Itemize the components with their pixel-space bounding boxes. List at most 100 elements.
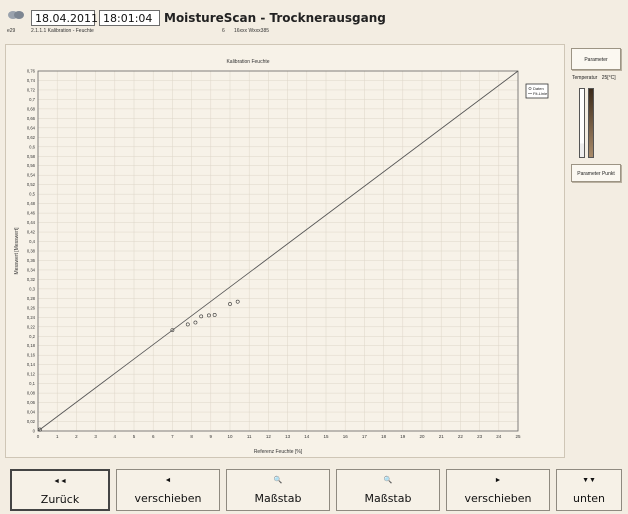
x-tick-label: 2 [75,434,78,439]
chart-panel: Kalibration Feuchte 0 1 2 3 4 5 6 7 8 9 10 11 12 13 14… [5,44,565,458]
x-tick-label: 23 [477,434,483,439]
button-bar: ◄◄ Zurück ◄ verschieben 🔍 Maßstab 🔍 Maßs… [0,462,628,514]
y-tick-label: 0,6 [29,144,35,149]
temperature-label: Temperatur 25[°C] [572,75,616,81]
data-point [212,313,217,317]
data-point [170,328,175,333]
x-tick-label: 21 [439,434,445,439]
x-tick-label: 5 [133,434,136,439]
shift-right-button[interactable]: ► verschieben [446,469,550,511]
x-axis: 0 1 2 3 4 5 6 7 8 9 10 11 12 13 14 15 16 17 18 19 20 21 22 23 24… [37,434,521,439]
y-tick-label: 0,7 [29,97,35,102]
y-tick-label: 0,02 [27,419,36,424]
y-tick-label: 0,64 [27,125,36,130]
y-tick-label: 0,58 [27,154,36,159]
y-tick-label: 0,54 [27,173,36,178]
x-tick-label: 1 [56,434,59,439]
x-tick-label: 0 [37,434,40,439]
parameter-point-button[interactable]: Parameter Punkt [571,164,621,182]
x-tick-label: 8 [190,434,193,439]
y-tick-label: 0,08 [27,391,36,396]
y-tick-label: 0,62 [27,135,36,140]
y-tick-label: 0 [33,429,36,434]
x-tick-label: 22 [458,434,464,439]
x-tick-label: 20 [419,434,425,439]
y-tick-label: 0,24 [27,315,36,320]
y-tick-label: 0,56 [27,163,36,168]
logo-icon [8,11,24,19]
back-icon: ◄◄ [53,478,67,485]
x-axis-label: Referenz Feuchte [%] [254,449,303,455]
y-tick-label: 0,2 [29,334,35,339]
legend-item-data: Daten [533,86,544,91]
parameter-button[interactable]: Parameter [571,48,621,70]
y-tick-label: 0,76 [27,69,36,74]
y-tick-label: 0,5 [29,192,35,197]
y-tick-label: 0,36 [27,258,36,263]
temperature-bar-right [588,88,594,158]
date-field[interactable]: 18.04.2011 [31,10,98,26]
chart[interactable]: Kalibration Feuchte 0 1 2 3 4 5 6 7 8 9 10 11 12 13 14… [6,45,564,457]
x-tick-label: 18 [381,434,387,439]
temperature-value: 25[°C] [601,75,616,81]
chart-grid [37,70,519,432]
y-tick-label: 0,74 [27,78,36,83]
x-tick-label: 6 [152,434,155,439]
scale-button-2[interactable]: 🔍 Maßstab [336,469,440,511]
data-point [185,322,190,327]
header-bar: 18.04.2011 18:01:04 MoistureScan - Trock… [0,0,628,44]
zoom-icon: 🔍 [273,477,283,484]
x-tick-label: 16 [343,434,349,439]
data-point [228,302,232,306]
x-tick-label: 24 [496,434,502,439]
arrow-right-icon: ► [494,477,502,484]
sub-label-num: 6 [222,28,225,34]
x-tick-label: 4 [114,434,117,439]
x-tick-label: 19 [400,434,406,439]
side-panel: Parameter Temperatur 25[°C] Parameter Pu… [567,44,625,458]
down-button[interactable]: ▼▼ unten [556,469,622,511]
chart-series [37,70,519,432]
y-tick-label: 0,4 [29,239,35,244]
y-tick-label: 0,16 [27,353,36,358]
fit-line [37,70,519,432]
time-field[interactable]: 18:01:04 [99,10,160,26]
x-tick-label: 15 [323,434,329,439]
scale-button-2-label: Maßstab [364,492,412,505]
arrow-left-icon: ◄ [164,477,172,484]
scale-button-1-label: Maßstab [254,492,302,505]
down-icon: ▼▼ [582,477,596,484]
temperature-bar-left [579,88,585,158]
shift-left-button[interactable]: ◄ verschieben [116,469,220,511]
y-tick-label: 0,42 [27,230,36,235]
chart-legend: Daten Fit-Linie [525,83,549,99]
x-tick-label: 11 [247,434,252,439]
x-tick-label: 10 [227,434,233,439]
plot-area [37,70,519,432]
y-tick-label: 0,38 [27,249,36,254]
y-tick-label: 0,12 [27,372,36,377]
shift-right-button-label: verschieben [464,492,532,505]
back-button[interactable]: ◄◄ Zurück [10,469,110,511]
y-tick-label: 0,3 [29,286,35,291]
temperature-title: Temperatur [572,75,598,81]
legend-item-fit: Fit-Linie [533,91,548,96]
y-tick-label: 0,26 [27,305,36,310]
y-tick-label: 0,18 [27,343,36,348]
y-tick-label: 0,48 [27,201,36,206]
sub-label-right: 16xxx Wxxx385 [234,28,270,34]
y-tick-label: 0,34 [27,267,36,272]
y-tick-label: 0,28 [27,296,36,301]
y-tick-label: 0,04 [27,410,36,415]
x-tick-label: 25 [515,434,521,439]
scale-button-1[interactable]: 🔍 Maßstab [226,469,330,511]
x-tick-label: 9 [210,434,213,439]
data-point [199,314,204,319]
sub-label-mid: 2.1.1.1 Kalibration - Feuchte [31,28,94,34]
data-point [206,313,211,318]
y-tick-label: 0,44 [27,220,36,225]
y-tick-label: 0,68 [27,106,36,111]
back-button-label: Zurück [40,493,80,506]
chart-title: Kalibration Feuchte [226,59,269,65]
data-point [235,299,240,304]
